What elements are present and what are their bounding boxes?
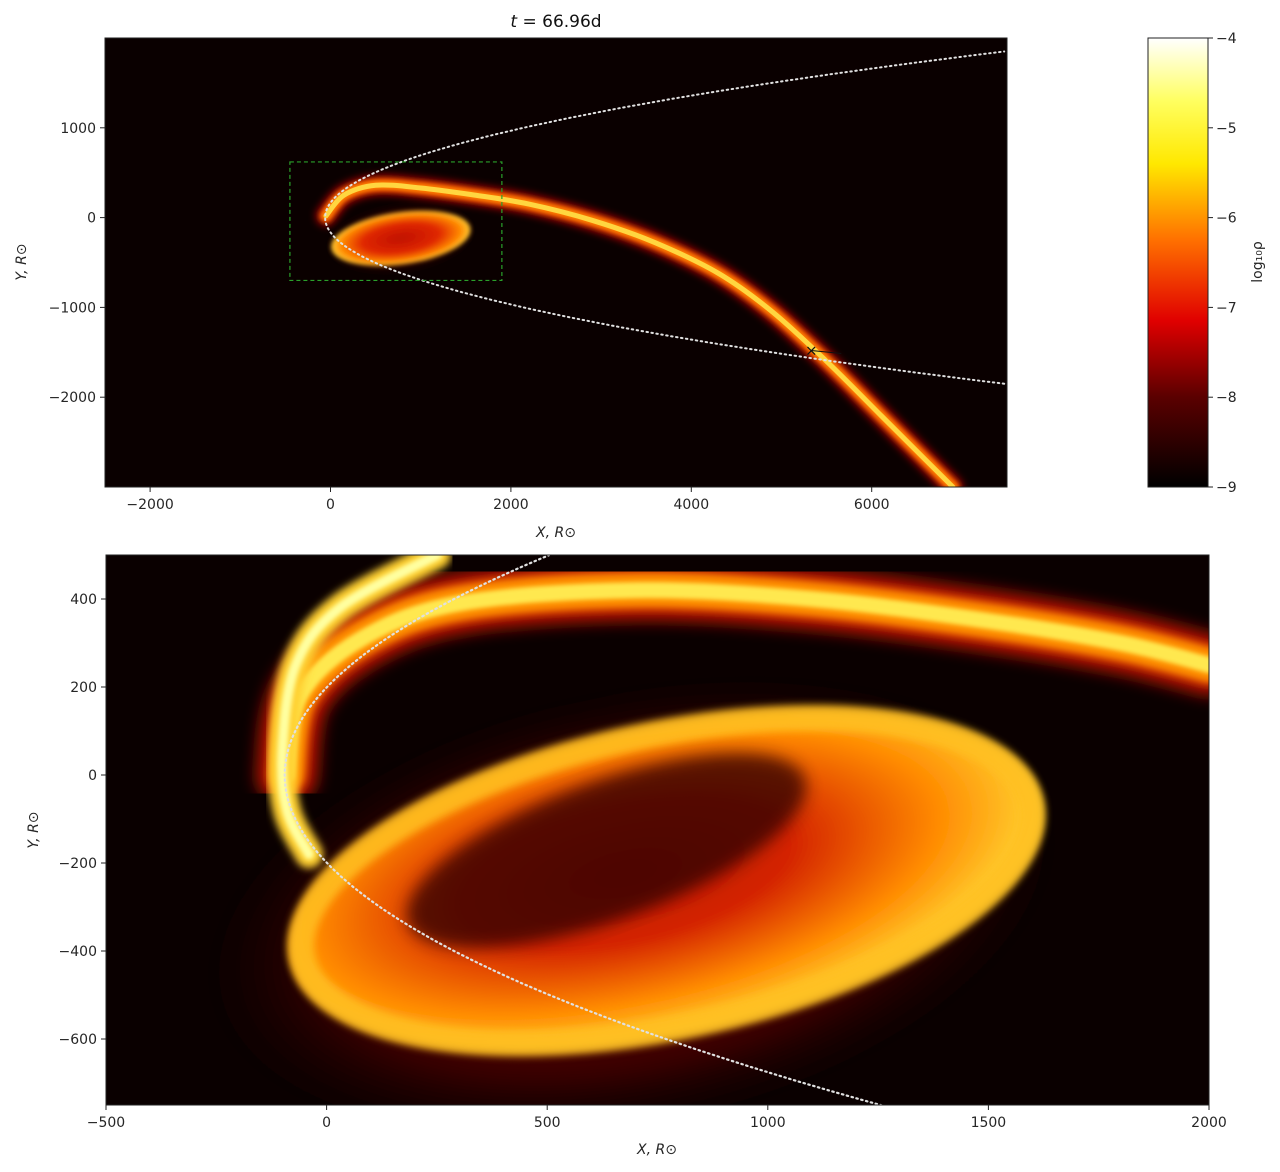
top-x-tick-label: −2000 [126, 497, 173, 513]
marker-arrow [811, 350, 842, 355]
bottom-x-tick-label: 500 [534, 1115, 561, 1131]
bottom-arc-core [278, 582, 1209, 783]
bottom-disk-rim [287, 704, 1045, 1057]
bottom-y-tick-label: −200 [59, 856, 97, 872]
bottom-y-label: Y, R⊙ [26, 811, 42, 848]
bottom-y-tick-label: 200 [70, 680, 97, 696]
colorbar-tick-label: −7 [1216, 300, 1237, 316]
top-x-tick-label: 2000 [493, 497, 529, 513]
top-orbit [324, 50, 1006, 385]
bottom-y-tick-label: −600 [59, 1032, 97, 1048]
top-y-tick-label: −2000 [49, 390, 96, 406]
top-disk [331, 210, 471, 266]
top-y-tick-label: 1000 [60, 121, 96, 137]
top-plot-frame [104, 37, 1008, 488]
top-x-label: X, R⊙ [535, 525, 576, 541]
top-y-tick-label: −1000 [49, 300, 96, 316]
bottom-x-tick-label: 0 [322, 1115, 331, 1131]
bottom-x-tick-label: 1500 [971, 1115, 1007, 1131]
bottom-x-tick-label: −500 [87, 1115, 125, 1131]
colorbar-ticks: −4 −5 −6 −7 −8 −9 [1208, 31, 1237, 496]
colorbar-tick-label: −6 [1216, 211, 1237, 227]
top-x-tick-label: 0 [326, 497, 335, 513]
colorbar-tick-label: −9 [1216, 480, 1237, 496]
bottom-x-tick-label: 2000 [1191, 1115, 1227, 1131]
colorbar: −4 −5 −6 −7 −8 −9 log₁₀ρ [1147, 31, 1266, 496]
bottom-y-tick-label: 400 [70, 592, 97, 608]
top-title: t = 66.96d [510, 12, 601, 32]
colorbar-gradient [1147, 37, 1209, 488]
bottom-panel: −500 0 500 1000 1500 2000 −600 −400 −200 0 200 400… [26, 554, 1227, 1158]
bottom-y-tick-label: −400 [59, 944, 97, 960]
top-x-ticks: −2000 0 2000 4000 6000 [126, 487, 890, 513]
colorbar-tick-label: −8 [1216, 390, 1237, 406]
bottom-stream-left-core [276, 555, 442, 860]
top-plot-area [105, 38, 1007, 487]
top-y-tick-label: 0 [87, 211, 96, 227]
colorbar-label: log₁₀ρ [1250, 241, 1266, 283]
top-y-ticks: −2000 −1000 0 1000 [49, 121, 105, 406]
bottom-x-tick-label: 1000 [750, 1115, 786, 1131]
top-x-tick-label: 6000 [854, 497, 890, 513]
bottom-heatmap [197, 555, 1209, 1105]
bottom-disk-cavity [406, 753, 807, 948]
bottom-plot-frame [105, 554, 1210, 1106]
top-stream-core [323, 182, 956, 487]
top-heatmap: × [289, 50, 1006, 487]
top-panel: t = 66.96d × −2000 0 2000 4000 6000 −2000 −10… [14, 12, 1008, 541]
zoom-box [289, 161, 503, 282]
top-y-label: Y, R⊙ [14, 243, 30, 280]
top-x-tick-label: 4000 [673, 497, 709, 513]
bottom-y-tick-label: 0 [88, 768, 97, 784]
bottom-x-ticks: −500 0 500 1000 1500 2000 [87, 1105, 1227, 1131]
colorbar-tick-label: −5 [1216, 121, 1237, 137]
colorbar-tick-label: −4 [1216, 31, 1237, 47]
bottom-x-label: X, R⊙ [636, 1142, 677, 1158]
bottom-y-ticks: −600 −400 −200 0 200 400 [59, 592, 106, 1048]
bottom-orbit [283, 555, 885, 1105]
